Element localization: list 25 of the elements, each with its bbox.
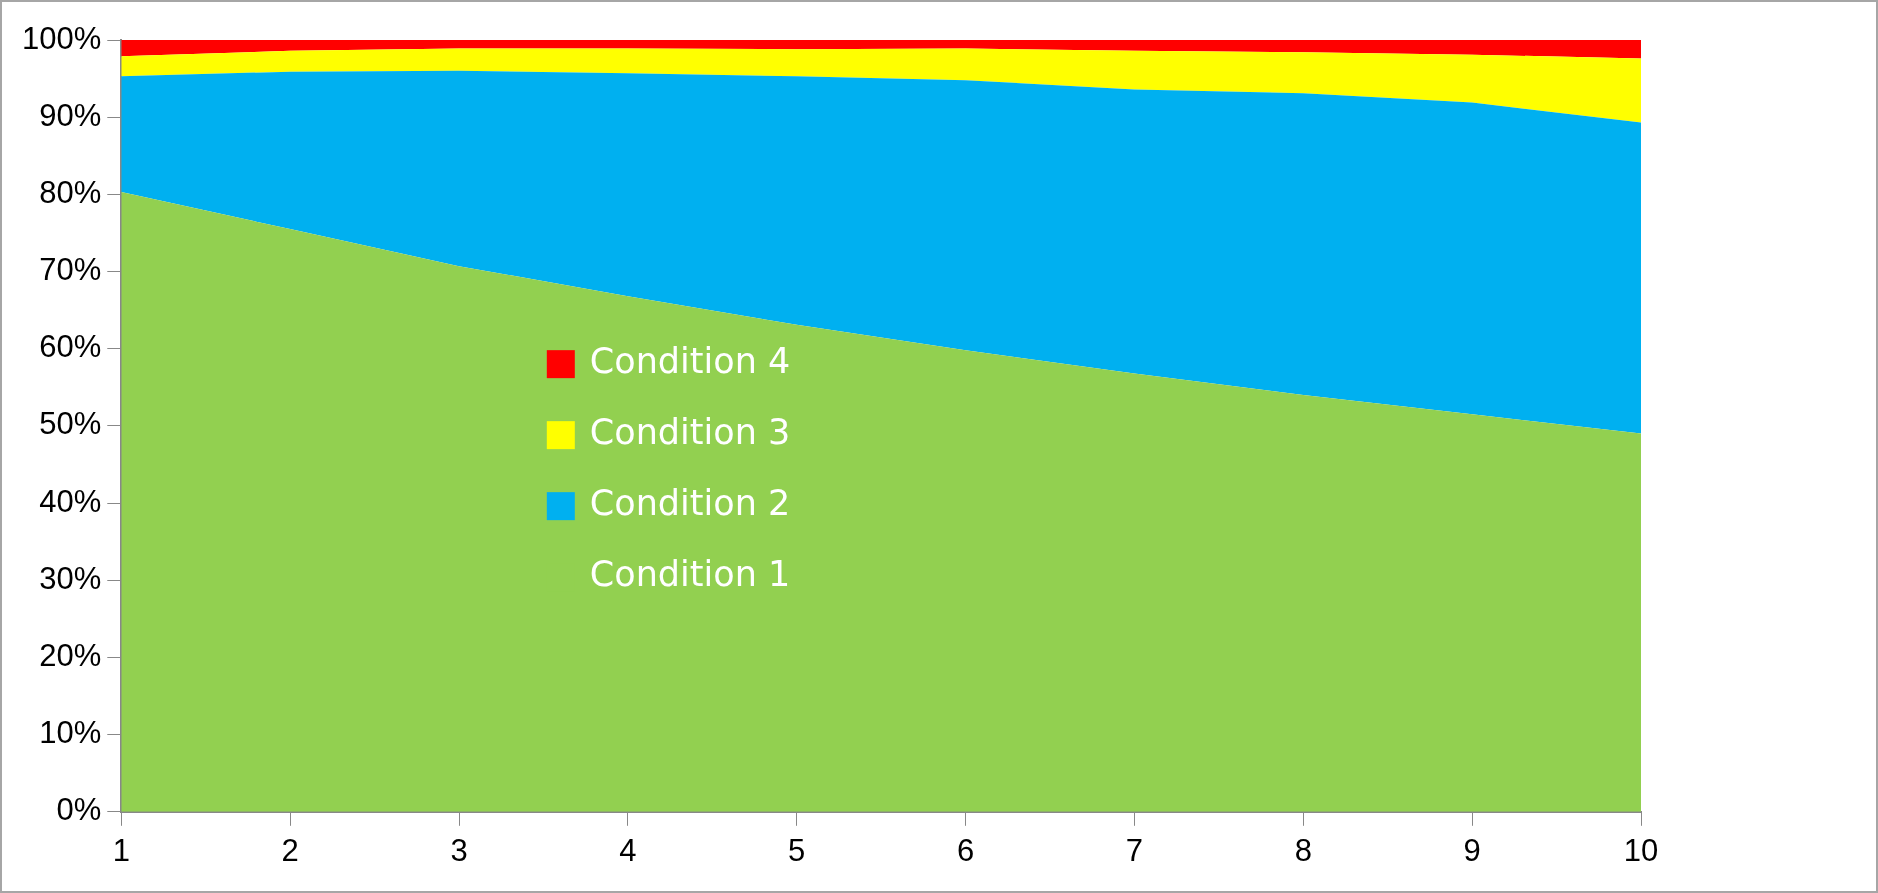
y-tick-label: 90%: [39, 97, 102, 133]
series-label: Condition 1: [589, 554, 791, 595]
x-tick-label: 5: [788, 832, 806, 868]
x-tick-label: 3: [450, 832, 468, 868]
y-tick-label: 10%: [39, 715, 102, 751]
x-tick-label: 6: [956, 832, 975, 868]
x-tick-label: 10: [1623, 832, 1659, 868]
x-tick-label: 2: [281, 832, 299, 868]
y-tick-label: 60%: [39, 329, 102, 365]
x-tick-label: 4: [619, 832, 637, 868]
x-tick-label: 8: [1294, 832, 1312, 868]
legend-label: Condition 2: [589, 483, 791, 524]
y-tick-label: 40%: [39, 483, 102, 519]
legend-label: Condition 4: [589, 341, 791, 382]
y-tick-label: 70%: [39, 252, 102, 288]
y-tick-label: 30%: [39, 560, 102, 596]
y-tick-label: 50%: [39, 406, 102, 442]
y-tick-label: 20%: [39, 637, 102, 673]
y-tick-label: 80%: [39, 174, 102, 210]
legend-label: Condition 3: [589, 412, 791, 453]
x-tick-label: 7: [1125, 832, 1144, 868]
x-tick-label: 9: [1463, 832, 1481, 868]
y-tick-label: 100%: [21, 20, 102, 56]
y-tick-label: 0%: [56, 792, 102, 828]
x-tick-label: 1: [112, 832, 130, 868]
